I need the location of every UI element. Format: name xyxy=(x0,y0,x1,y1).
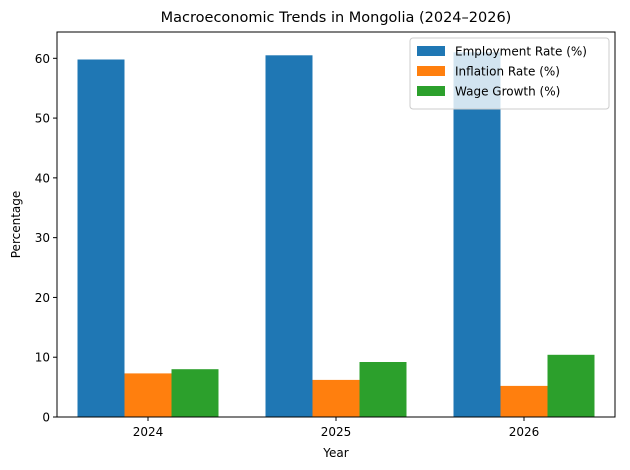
bar-employment-rate-2026 xyxy=(453,52,501,418)
y-tick-label: 20 xyxy=(35,291,50,305)
y-tick-label: 0 xyxy=(42,411,50,425)
x-axis-label: Year xyxy=(322,446,348,460)
bar-employment-rate-2025 xyxy=(265,55,313,418)
x-tick-label: 2026 xyxy=(509,425,540,439)
legend-entry-label: Wage Growth (%) xyxy=(455,85,560,99)
bar-inflation-rate-2025 xyxy=(312,379,360,417)
legend-swatch xyxy=(417,66,445,76)
x-tick-label: 2024 xyxy=(133,425,164,439)
legend: Employment Rate (%) Inflation Rate (%) Wag… xyxy=(409,37,610,110)
x-tick-label: 2025 xyxy=(321,425,352,439)
bar-employment-rate-2024 xyxy=(77,59,125,417)
y-tick-label: 60 xyxy=(35,52,50,66)
y-axis-label: Percentage xyxy=(9,191,23,259)
bar-inflation-rate-2026 xyxy=(500,385,548,417)
y-tick-label: 10 xyxy=(35,351,50,365)
x-axis: 2024 2025 2026 xyxy=(133,417,540,439)
legend-entry-label: Employment Rate (%) xyxy=(455,45,587,59)
chart-title: Macroeconomic Trends in Mongolia (2024–2… xyxy=(161,10,512,26)
bar-inflation-rate-2024 xyxy=(124,373,172,417)
y-tick-label: 50 xyxy=(35,112,50,126)
bar-wage-growth-2026 xyxy=(547,354,595,417)
y-axis: 0 10 20 30 40 50 60 xyxy=(35,52,57,425)
bar-wage-growth-2025 xyxy=(359,362,407,417)
bar-wage-growth-2024 xyxy=(171,369,219,417)
legend-swatch xyxy=(417,86,445,96)
y-tick-label: 30 xyxy=(35,231,50,245)
legend-swatch xyxy=(417,46,445,56)
y-tick-label: 40 xyxy=(35,171,50,185)
legend-entry-label: Inflation Rate (%) xyxy=(455,65,560,79)
bars-group xyxy=(77,52,595,418)
axes-frame xyxy=(56,31,616,418)
